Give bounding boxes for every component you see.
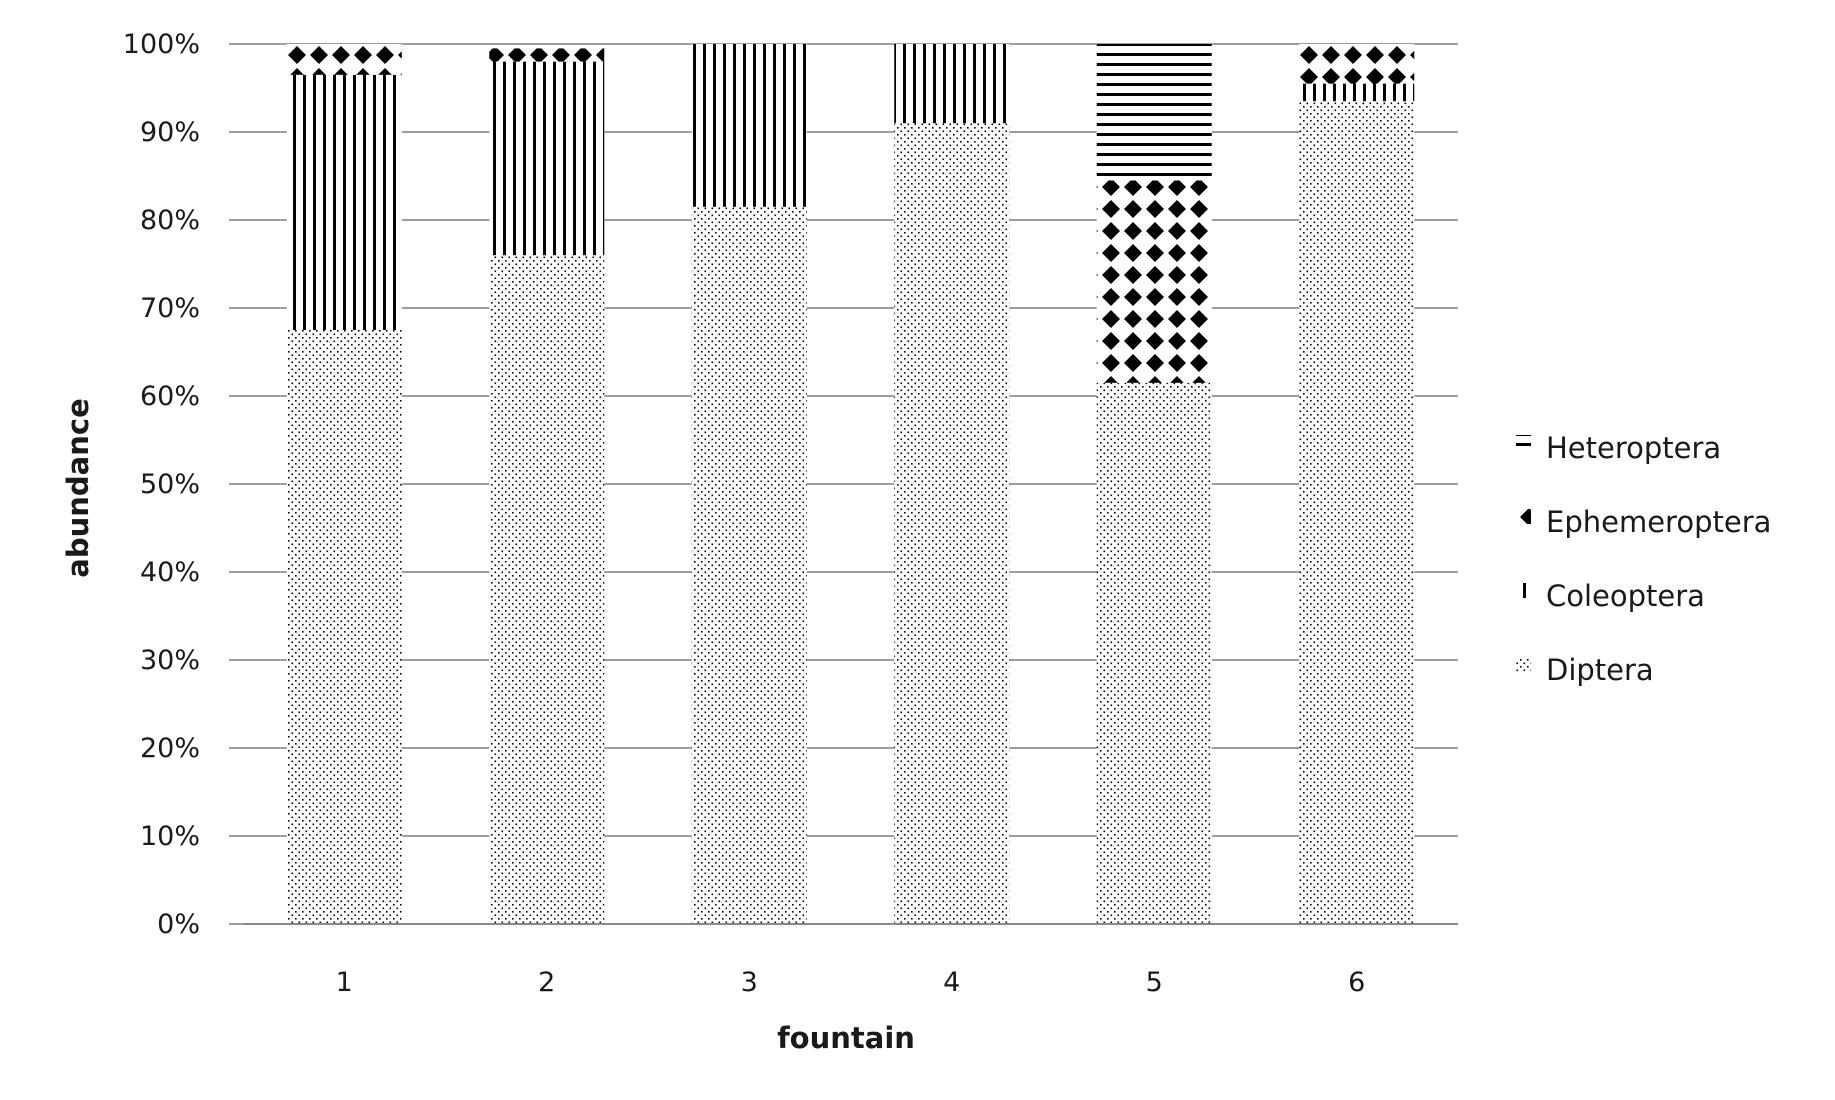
- x-tick-label: 3: [741, 967, 758, 998]
- bar-segment-diptera: [894, 123, 1010, 924]
- y-tick-label: 80%: [140, 205, 200, 236]
- legend-label: Ephemeroptera: [1546, 505, 1771, 539]
- legend-label: Heteroptera: [1546, 431, 1721, 465]
- y-tick-label: 10%: [140, 821, 200, 852]
- y-tick-label: 100%: [123, 29, 200, 60]
- bar-segment-diptera: [489, 255, 605, 924]
- bar-segment-ephemeroptera: [1299, 44, 1415, 84]
- y-tick-label: 60%: [140, 381, 200, 412]
- legend-item: Heteroptera: [1516, 431, 1721, 465]
- legend-swatch: [1516, 435, 1531, 450]
- bar-segment-coleoptera: [691, 44, 807, 207]
- legend-swatch: [1516, 657, 1531, 672]
- bar-stack: [894, 44, 1010, 924]
- gridlines: [229, 43, 1458, 925]
- x-tick-label: 2: [538, 967, 555, 998]
- legend-item: Coleoptera: [1516, 579, 1705, 613]
- bar-stack: [489, 48, 605, 924]
- y-tick-label: 70%: [140, 293, 200, 324]
- bar-segment-coleoptera: [489, 61, 605, 256]
- bar-segment-diptera: [691, 206, 807, 925]
- y-tick-label: 0%: [157, 909, 200, 940]
- y-axis-tick-labels: 0% 10% 20% 30% 40% 50% 60% 70% 80% 90% 100%: [123, 29, 200, 940]
- bar-stack: [1299, 44, 1415, 924]
- x-axis-title: fountain: [777, 1021, 915, 1055]
- bar-stacks: [286, 44, 1415, 925]
- bar-stack: [691, 44, 807, 925]
- legend: Heteroptera Ephemeroptera Coleoptera Dipter…: [1516, 431, 1771, 687]
- bar-stack: [286, 44, 402, 924]
- bar-segment-coleoptera: [894, 44, 1010, 124]
- x-tick-label: 4: [943, 967, 960, 998]
- y-tick-label: 30%: [140, 645, 200, 676]
- bar-segment-heteroptera: [1096, 44, 1212, 181]
- bar-segment-ephemeroptera: [1096, 180, 1212, 383]
- y-tick-label: 40%: [140, 557, 200, 588]
- bar-segment-diptera: [1096, 382, 1212, 924]
- y-axis-title: abundance: [61, 398, 95, 577]
- bar-segment-ephemeroptera: [286, 44, 402, 75]
- bar-segment-coleoptera: [286, 74, 402, 330]
- y-tick-label: 20%: [140, 733, 200, 764]
- bar-stack: [1096, 44, 1212, 924]
- x-tick-label: 1: [336, 967, 353, 998]
- x-tick-label: 6: [1348, 967, 1365, 998]
- bar-segment-diptera: [286, 330, 402, 924]
- bar-segment-diptera: [1299, 101, 1415, 924]
- legend-item: Ephemeroptera: [1516, 505, 1771, 539]
- bar-segment-ephemeroptera: [489, 48, 605, 62]
- legend-swatch: [1516, 509, 1531, 524]
- legend-label: Diptera: [1546, 653, 1654, 687]
- x-axis-tick-labels: 1 2 3 4 5 6: [336, 967, 1366, 998]
- legend-swatch: [1516, 583, 1531, 598]
- x-tick-label: 5: [1146, 967, 1163, 998]
- bar-segment-coleoptera: [1299, 83, 1415, 102]
- legend-item: Diptera: [1516, 653, 1654, 687]
- y-tick-label: 50%: [140, 469, 200, 500]
- y-tick-label: 90%: [140, 117, 200, 148]
- legend-label: Coleoptera: [1546, 579, 1705, 613]
